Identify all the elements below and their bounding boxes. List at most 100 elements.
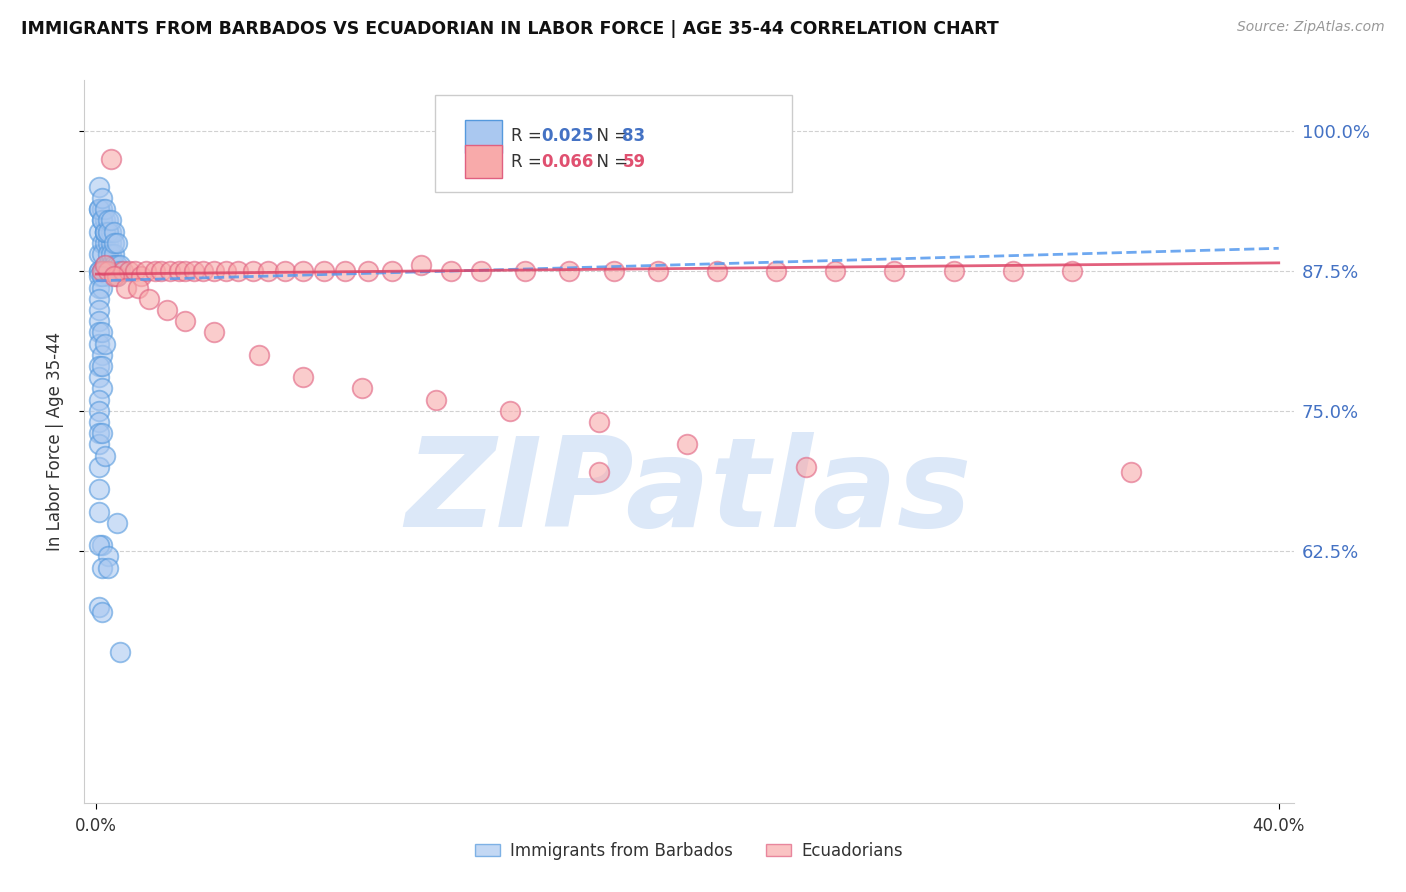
Point xyxy=(89,599,111,614)
Point xyxy=(103,235,125,250)
Point xyxy=(167,263,190,277)
Point xyxy=(105,269,128,284)
Point xyxy=(89,314,111,328)
Text: ZIPatlas: ZIPatlas xyxy=(406,432,972,553)
Text: 0.025: 0.025 xyxy=(541,128,593,145)
Point xyxy=(94,263,117,277)
Point xyxy=(470,263,492,277)
Point xyxy=(292,263,315,277)
Point xyxy=(94,202,117,216)
Point xyxy=(183,263,205,277)
Text: IMMIGRANTS FROM BARBADOS VS ECUADORIAN IN LABOR FORCE | AGE 35-44 CORRELATION CH: IMMIGRANTS FROM BARBADOS VS ECUADORIAN I… xyxy=(21,20,998,37)
Point xyxy=(114,280,136,294)
Point xyxy=(91,213,114,227)
Point xyxy=(89,370,111,384)
Point xyxy=(191,263,214,277)
Point xyxy=(100,235,122,250)
Point xyxy=(159,263,181,277)
Point xyxy=(94,258,117,272)
Point xyxy=(247,348,270,362)
Point xyxy=(204,263,226,277)
Point xyxy=(111,263,134,277)
Point xyxy=(97,560,120,574)
Point xyxy=(97,225,120,239)
Point xyxy=(97,213,120,227)
Point xyxy=(150,263,173,277)
Point xyxy=(215,263,238,277)
Point xyxy=(103,269,125,284)
Point xyxy=(89,263,111,277)
Point xyxy=(97,225,120,239)
Point xyxy=(97,258,120,272)
Point xyxy=(89,403,111,417)
Point xyxy=(91,263,114,277)
Point xyxy=(91,202,114,216)
Point xyxy=(883,263,905,277)
Point xyxy=(103,263,125,277)
Point xyxy=(352,381,374,395)
Point xyxy=(94,263,117,277)
Point xyxy=(91,560,114,574)
Point xyxy=(242,263,264,277)
Point xyxy=(108,258,131,272)
Point xyxy=(91,191,114,205)
Point xyxy=(89,326,111,340)
Point xyxy=(91,235,114,250)
Point xyxy=(89,392,111,407)
Point xyxy=(357,263,380,277)
Point xyxy=(425,392,447,407)
Point xyxy=(440,263,463,277)
Point xyxy=(499,403,522,417)
Point xyxy=(100,152,122,166)
Point xyxy=(108,644,131,658)
Text: Source: ZipAtlas.com: Source: ZipAtlas.com xyxy=(1237,20,1385,34)
Point xyxy=(706,263,728,277)
Point xyxy=(381,263,404,277)
FancyBboxPatch shape xyxy=(434,95,792,193)
FancyBboxPatch shape xyxy=(465,145,502,178)
Point xyxy=(97,247,120,261)
Point xyxy=(89,302,111,317)
Point xyxy=(100,225,122,239)
Point xyxy=(108,263,131,277)
Point xyxy=(676,437,699,451)
Point xyxy=(89,426,111,441)
Point xyxy=(124,263,146,277)
Point xyxy=(226,263,249,277)
Point xyxy=(94,213,117,227)
Point xyxy=(204,326,226,340)
Point xyxy=(100,213,122,227)
Point xyxy=(97,269,120,284)
Point xyxy=(89,482,111,496)
Point xyxy=(89,359,111,373)
Point xyxy=(89,202,111,216)
Point xyxy=(89,415,111,429)
Point xyxy=(89,437,111,451)
Point xyxy=(105,269,128,284)
Point xyxy=(97,235,120,250)
Point xyxy=(91,263,114,277)
Point xyxy=(89,263,111,277)
Point xyxy=(91,247,114,261)
Point xyxy=(765,263,787,277)
Point xyxy=(513,263,536,277)
Point xyxy=(91,269,114,284)
Point xyxy=(100,258,122,272)
Point xyxy=(105,263,128,277)
Text: N =: N = xyxy=(586,153,634,170)
Point xyxy=(129,269,152,284)
Text: R =: R = xyxy=(512,153,547,170)
Point xyxy=(97,263,120,277)
Point xyxy=(100,247,122,261)
Point xyxy=(89,292,111,306)
Point xyxy=(127,280,149,294)
Text: R =: R = xyxy=(512,128,547,145)
Point xyxy=(89,280,111,294)
Point xyxy=(91,359,114,373)
Point xyxy=(173,314,195,328)
Point xyxy=(274,263,297,277)
Legend: Immigrants from Barbados, Ecuadorians: Immigrants from Barbados, Ecuadorians xyxy=(468,836,910,867)
Point xyxy=(91,606,114,620)
Point xyxy=(91,213,114,227)
Point xyxy=(824,263,846,277)
